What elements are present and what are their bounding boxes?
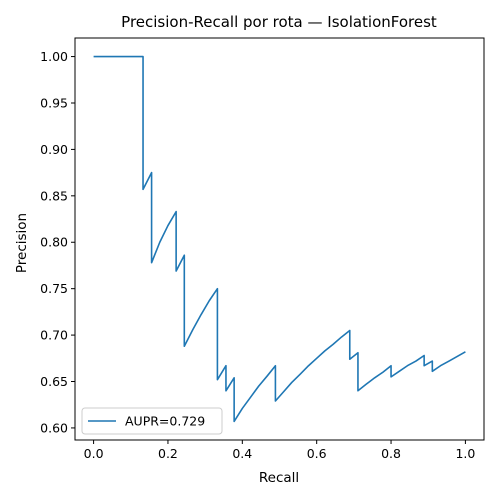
plot-area <box>74 37 485 441</box>
x-tick-label: 0.6 <box>307 446 327 461</box>
y-tick-label: 0.85 <box>40 188 68 203</box>
y-tick-label: 0.95 <box>40 95 68 110</box>
x-tick-label: 0.2 <box>158 446 178 461</box>
x-tick-label: 0.4 <box>232 446 252 461</box>
y-tick-label: 0.80 <box>40 235 68 250</box>
x-tick-label: 1.0 <box>455 446 475 461</box>
y-tick-label: 0.65 <box>40 374 68 389</box>
x-axis-label: Recall <box>259 470 299 486</box>
y-tick-label: 0.60 <box>40 420 68 435</box>
y-tick-label: 1.00 <box>40 49 68 64</box>
y-axis: 0.60 0.65 0.70 0.75 0.80 0.85 0.90 0.95 1.00 <box>40 49 75 435</box>
y-tick-label: 0.75 <box>40 281 68 296</box>
y-tick-label: 0.70 <box>40 328 68 343</box>
legend: AUPR=0.729 <box>81 407 223 435</box>
legend-box <box>81 407 223 435</box>
x-tick-label: 0.8 <box>381 446 401 461</box>
legend-label: AUPR=0.729 <box>125 414 205 429</box>
series-line-0 <box>93 55 466 423</box>
x-tick-label: 0.0 <box>84 446 104 461</box>
chart-title: Precision-Recall por rota — IsolationFor… <box>121 13 437 31</box>
y-tick-label: 0.90 <box>40 142 68 157</box>
x-axis: 0.0 0.2 0.4 0.6 0.8 1.0 <box>84 440 475 461</box>
y-axis-label: Precision <box>14 213 30 273</box>
plot-frame <box>74 37 485 441</box>
